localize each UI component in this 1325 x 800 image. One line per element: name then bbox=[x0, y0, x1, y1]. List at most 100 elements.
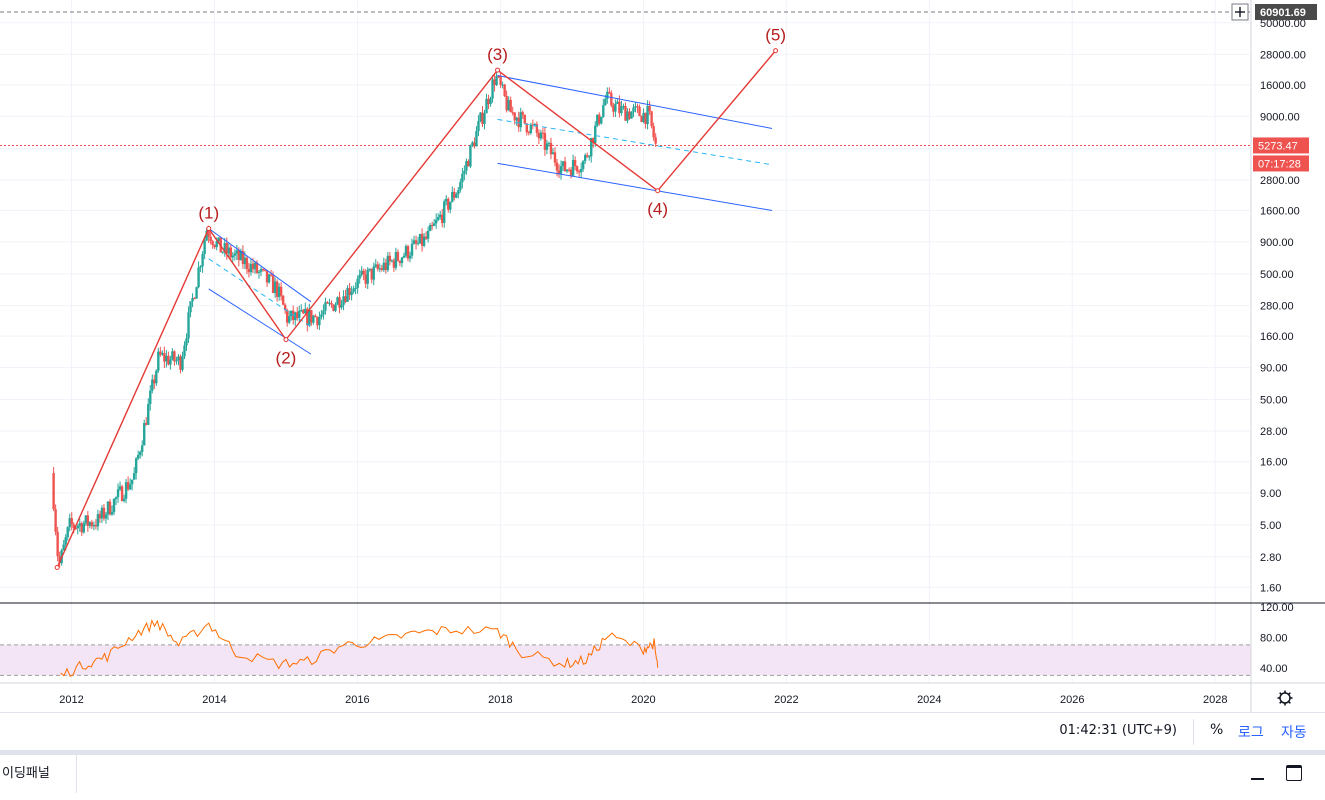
maximize-icon[interactable] bbox=[1284, 763, 1304, 783]
candle-body bbox=[163, 353, 166, 362]
price-tick-label: 28000.00 bbox=[1260, 49, 1306, 61]
candle-body bbox=[116, 489, 120, 498]
candle-body bbox=[354, 288, 357, 290]
candle-body bbox=[287, 316, 291, 323]
wave-label: (1) bbox=[198, 204, 219, 223]
candle-body bbox=[132, 473, 136, 480]
candle-body bbox=[614, 103, 617, 112]
wave-path bbox=[56, 50, 777, 568]
candle-body bbox=[598, 114, 601, 124]
candle-body bbox=[173, 351, 176, 362]
candle-body bbox=[579, 168, 583, 173]
candle-body bbox=[606, 91, 609, 99]
candle-body bbox=[213, 244, 216, 248]
chart-tools[interactable] bbox=[1231, 3, 1293, 706]
candle-body bbox=[134, 458, 138, 474]
channel-line bbox=[208, 288, 312, 355]
wave-point bbox=[54, 565, 60, 571]
plus-icon[interactable] bbox=[1231, 3, 1249, 21]
candle-body bbox=[124, 482, 128, 499]
candle-body bbox=[300, 309, 303, 311]
time-tick-label: 2016 bbox=[345, 694, 369, 706]
candle-body bbox=[473, 142, 476, 147]
candle-body bbox=[386, 255, 390, 271]
wave-point bbox=[206, 226, 212, 232]
candle-body bbox=[503, 84, 506, 96]
candle-body bbox=[161, 353, 164, 355]
candle-body bbox=[489, 98, 492, 105]
gear-icon[interactable] bbox=[1277, 690, 1293, 706]
trading-panel-tab[interactable]: 이딩패널 bbox=[0, 755, 77, 793]
candle-body bbox=[70, 518, 73, 525]
candle-body bbox=[404, 246, 408, 256]
time-tick-label: 2018 bbox=[488, 694, 512, 706]
candle-body bbox=[529, 124, 533, 134]
auto-scale-button[interactable]: 자동 bbox=[1281, 725, 1307, 741]
candle-body bbox=[626, 111, 629, 121]
price-chart[interactable]: (1) (2) (3) (4) (5) 50000.00 28000.00 16000.00… bbox=[0, 0, 1325, 712]
candle-body bbox=[563, 161, 567, 172]
candle-body bbox=[368, 268, 371, 271]
candle-body bbox=[547, 142, 551, 144]
trend-channels bbox=[208, 75, 773, 355]
price-tick-label: 1600.00 bbox=[1260, 206, 1300, 218]
candle-body bbox=[179, 356, 182, 370]
candle-body bbox=[400, 257, 404, 264]
time-tick-label: 2012 bbox=[59, 694, 83, 706]
candle-body bbox=[583, 155, 587, 162]
candle-body bbox=[628, 111, 631, 119]
candle-body bbox=[54, 509, 57, 532]
candle-body bbox=[110, 512, 114, 515]
price-tick-label: 280.00 bbox=[1260, 301, 1294, 313]
candle-body bbox=[185, 338, 188, 346]
candle-body bbox=[523, 114, 526, 124]
candle-body bbox=[418, 233, 422, 244]
candle-body bbox=[636, 106, 639, 108]
candle-body bbox=[479, 112, 482, 122]
candle-body bbox=[567, 169, 571, 171]
candle-body bbox=[451, 191, 454, 202]
candle-body bbox=[370, 268, 373, 280]
channel-mid-line bbox=[497, 118, 773, 166]
candle-body bbox=[147, 404, 150, 425]
candle-body bbox=[642, 112, 645, 122]
candle-body bbox=[52, 473, 55, 510]
candle-body bbox=[346, 287, 349, 302]
candle-body bbox=[634, 106, 637, 108]
candle-body bbox=[422, 236, 426, 246]
candle-body bbox=[632, 107, 635, 112]
wave-label: (4) bbox=[647, 200, 668, 219]
candle-body bbox=[585, 155, 589, 157]
candle-body bbox=[507, 99, 510, 111]
candle-body bbox=[352, 288, 355, 292]
chart-grid bbox=[0, 0, 1251, 683]
candle-body bbox=[275, 281, 279, 297]
candle-body bbox=[571, 160, 575, 176]
candle-body bbox=[527, 132, 531, 134]
candle-body bbox=[610, 93, 613, 106]
percent-scale-button[interactable]: % bbox=[1210, 722, 1224, 738]
candle-body bbox=[100, 507, 104, 519]
status-bar: 01:42:31 (UTC+9) % 로그 자동 bbox=[0, 712, 1325, 751]
candle-body bbox=[247, 268, 251, 273]
minimize-icon[interactable] bbox=[1248, 763, 1268, 783]
candle-body bbox=[439, 214, 442, 217]
candle-body bbox=[531, 124, 535, 126]
candle-body bbox=[432, 223, 436, 226]
candle-body bbox=[378, 268, 382, 270]
candle-body bbox=[143, 423, 146, 446]
candle-body bbox=[80, 523, 84, 533]
channel-mid-line bbox=[208, 258, 312, 328]
wave-label: (5) bbox=[765, 26, 786, 45]
candle-body bbox=[136, 455, 140, 459]
candle-body bbox=[565, 169, 569, 172]
candle-body bbox=[322, 310, 325, 315]
wave-point bbox=[495, 67, 501, 73]
candle-body bbox=[410, 243, 414, 256]
candle-body bbox=[549, 142, 553, 155]
candle-body bbox=[551, 152, 555, 155]
candle-body bbox=[590, 138, 593, 157]
panel-divider bbox=[0, 750, 1325, 755]
log-scale-button[interactable]: 로그 bbox=[1238, 725, 1264, 741]
candle-body bbox=[233, 253, 237, 256]
